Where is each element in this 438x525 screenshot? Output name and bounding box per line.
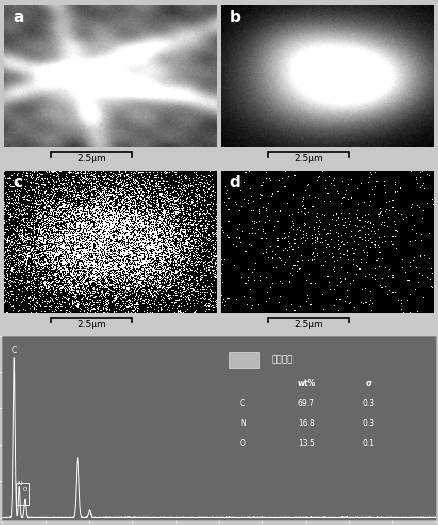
Text: a: a [13,9,23,25]
Text: 2.5μm: 2.5μm [294,154,323,163]
Text: C: C [11,345,17,355]
Text: O: O [23,487,27,492]
Text: c: c [13,175,22,190]
Text: 2.5μm: 2.5μm [294,320,323,329]
Text: 2.5μm: 2.5μm [77,154,106,163]
Text: b: b [230,9,240,25]
Text: N: N [17,480,21,486]
Text: d: d [230,175,240,190]
Text: 2.5μm: 2.5μm [77,320,106,329]
